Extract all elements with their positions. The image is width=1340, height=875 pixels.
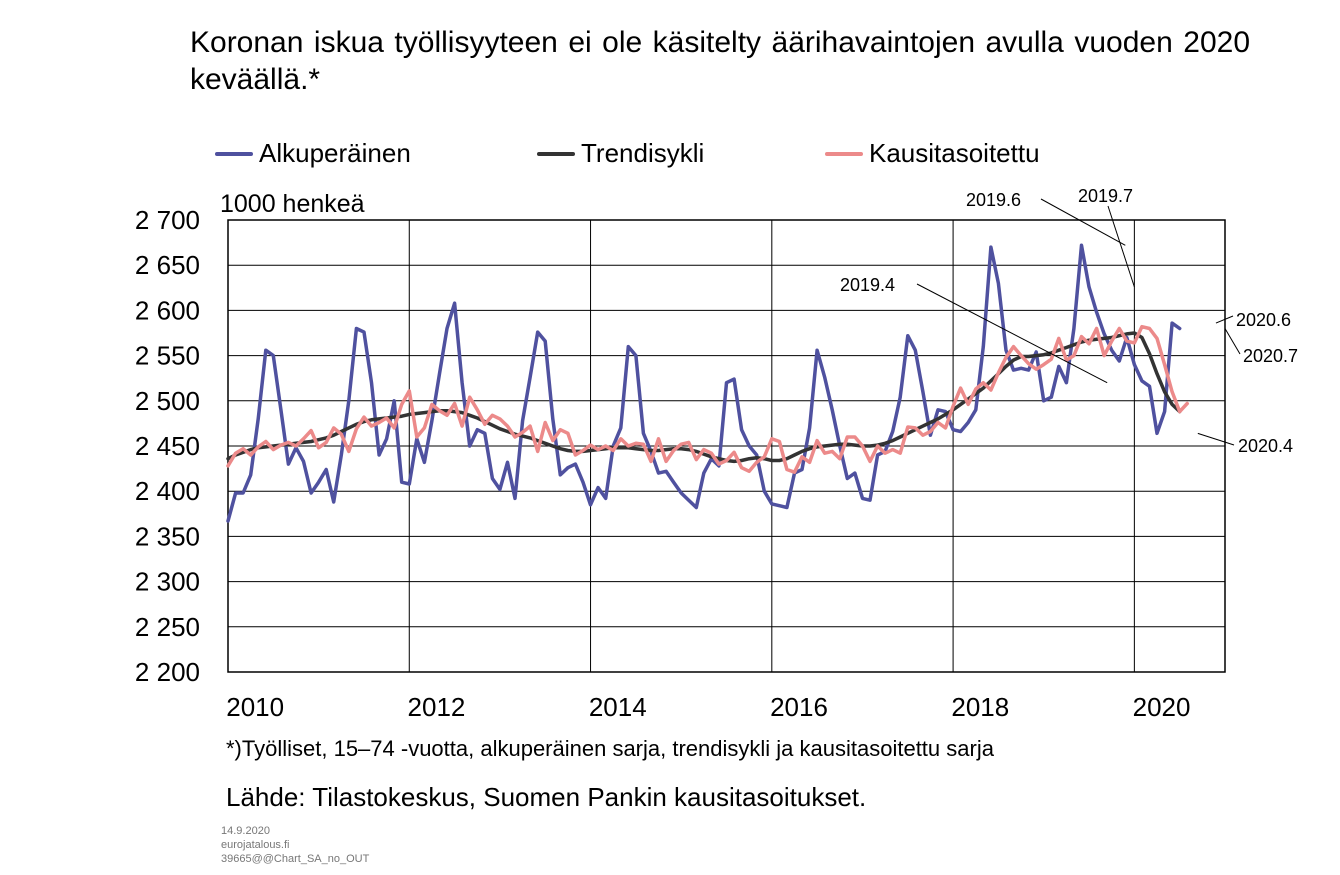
annotation-label: 2019.4 bbox=[840, 275, 895, 295]
y-tick-label: 2 250 bbox=[135, 612, 200, 642]
legend-label-trendisykli: Trendisykli bbox=[581, 138, 705, 168]
y-tick-label: 2 700 bbox=[135, 205, 200, 235]
legend-label-kausitasoitettu: Kausitasoitettu bbox=[869, 138, 1040, 168]
annotation-leader bbox=[1197, 432, 1235, 446]
y-unit-label: 1000 henkeä bbox=[220, 190, 365, 218]
y-tick-label: 2 550 bbox=[135, 341, 200, 371]
x-tick-label: 2020 bbox=[1133, 692, 1191, 722]
x-tick-label: 2018 bbox=[951, 692, 1009, 722]
chart-meta: 14.9.2020 eurojatalous.fi 39665@@Chart_S… bbox=[221, 824, 369, 866]
chart-legend: Alkuperäinen Trendisykli Kausitasoitettu bbox=[0, 138, 1340, 172]
footnote: *)Työlliset, 15–74 -vuotta, alkuperäinen… bbox=[226, 736, 994, 761]
annotation-leader bbox=[1107, 205, 1135, 288]
annotation-leader bbox=[1040, 198, 1126, 246]
y-tick-label: 2 600 bbox=[135, 295, 200, 325]
meta-site: eurojatalous.fi bbox=[221, 839, 290, 851]
y-tick-label: 2 400 bbox=[135, 476, 200, 506]
annotation-label: 2020.4 bbox=[1238, 436, 1293, 456]
y-tick-label: 2 300 bbox=[135, 567, 200, 597]
annotation-label: 2019.7 bbox=[1078, 186, 1133, 206]
y-tick-label: 2 650 bbox=[135, 250, 200, 280]
chart-title: Koronan iskua työllisyyteen ei ole käsit… bbox=[190, 26, 1250, 96]
annotation-leader bbox=[1215, 315, 1234, 324]
x-tick-label: 2014 bbox=[589, 692, 647, 722]
annotation-label: 2020.6 bbox=[1236, 310, 1291, 330]
meta-date: 14.9.2020 bbox=[221, 825, 270, 837]
legend-label-alkuperainen: Alkuperäinen bbox=[259, 138, 411, 168]
y-tick-label: 2 450 bbox=[135, 431, 200, 461]
y-tick-label: 2 500 bbox=[135, 386, 200, 416]
legend-item-trendisykli: Trendisykli bbox=[537, 138, 704, 169]
source-note: Lähde: Tilastokeskus, Suomen Pankin kaus… bbox=[226, 782, 867, 812]
x-tick-label: 2016 bbox=[770, 692, 828, 722]
series-line-alkuperainen bbox=[226, 243, 1182, 523]
annotation-leader bbox=[916, 283, 1108, 384]
series-line-kausitasoitettu bbox=[226, 324, 1189, 474]
legend-swatch-trendisykli bbox=[537, 151, 575, 156]
legend-swatch-alkuperainen bbox=[215, 151, 253, 156]
x-tick-label: 2012 bbox=[408, 692, 466, 722]
y-tick-label: 2 200 bbox=[135, 657, 200, 687]
legend-item-kausitasoitettu: Kausitasoitettu bbox=[825, 138, 1040, 169]
x-tick-label: 2010 bbox=[226, 692, 284, 722]
annotation-leader bbox=[1224, 328, 1241, 355]
plot-frame bbox=[227, 219, 1226, 673]
annotation-label: 2020.7 bbox=[1243, 346, 1298, 366]
legend-item-alkuperainen: Alkuperäinen bbox=[215, 138, 411, 169]
annotation-label: 2019.6 bbox=[966, 190, 1021, 210]
y-tick-label: 2 350 bbox=[135, 521, 200, 551]
legend-swatch-kausitasoitettu bbox=[825, 151, 863, 156]
meta-code: 39665@@Chart_SA_no_OUT bbox=[221, 853, 370, 865]
